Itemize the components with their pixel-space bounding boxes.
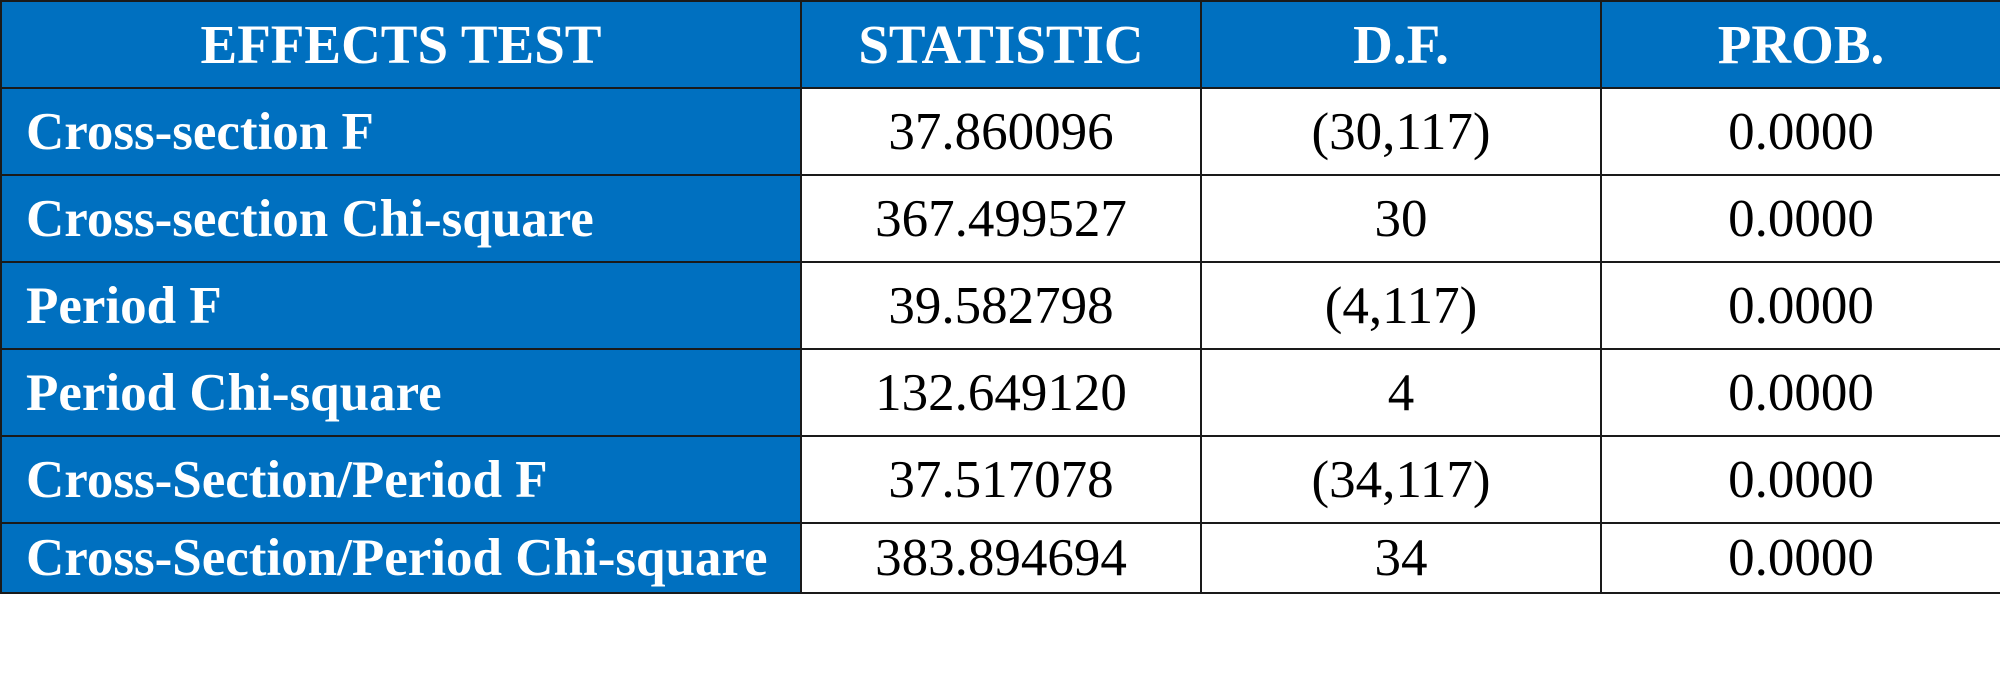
effects-test-table: EFFECTS TEST STATISTIC D.F. PROB. Cross-… [0,0,2000,594]
row-label: Period Chi-square [0,348,802,437]
statistic-cell: 39.582798 [800,261,1202,350]
statistic-cell: 37.517078 [800,435,1202,524]
statistic-cell: 37.860096 [800,87,1202,176]
df-cell: 4 [1200,348,1602,437]
table-row: Period Chi-square 132.649120 4 0.0000 [0,348,2000,437]
row-label: Period F [0,261,802,350]
table-row: Period F 39.582798 (4,117) 0.0000 [0,261,2000,350]
row-label: Cross-Section/Period Chi-square [0,522,802,594]
statistic-cell: 383.894694 [800,522,1202,594]
df-cell: (30,117) [1200,87,1602,176]
row-label: Cross-Section/Period F [0,435,802,524]
prob-cell: 0.0000 [1600,261,2000,350]
statistic-cell: 367.499527 [800,174,1202,263]
table-row: Cross-Section/Period Chi-square 383.8946… [0,522,2000,594]
table-row: Cross-Section/Period F 37.517078 (34,117… [0,435,2000,524]
row-label: Cross-section Chi-square [0,174,802,263]
statistic-cell: 132.649120 [800,348,1202,437]
header-prob: PROB. [1600,0,2000,89]
df-cell: 34 [1200,522,1602,594]
prob-cell: 0.0000 [1600,174,2000,263]
row-label: Cross-section F [0,87,802,176]
df-cell: (34,117) [1200,435,1602,524]
table-row: Cross-section Chi-square 367.499527 30 0… [0,174,2000,263]
header-statistic: STATISTIC [800,0,1202,89]
header-effects-test: EFFECTS TEST [0,0,802,89]
prob-cell: 0.0000 [1600,348,2000,437]
prob-cell: 0.0000 [1600,522,2000,594]
df-cell: 30 [1200,174,1602,263]
df-cell: (4,117) [1200,261,1602,350]
prob-cell: 0.0000 [1600,435,2000,524]
header-row: EFFECTS TEST STATISTIC D.F. PROB. [0,0,2000,89]
prob-cell: 0.0000 [1600,87,2000,176]
table-row: Cross-section F 37.860096 (30,117) 0.000… [0,87,2000,176]
header-df: D.F. [1200,0,1602,89]
